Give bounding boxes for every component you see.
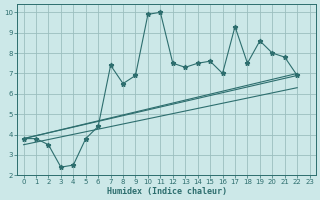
- X-axis label: Humidex (Indice chaleur): Humidex (Indice chaleur): [107, 187, 227, 196]
